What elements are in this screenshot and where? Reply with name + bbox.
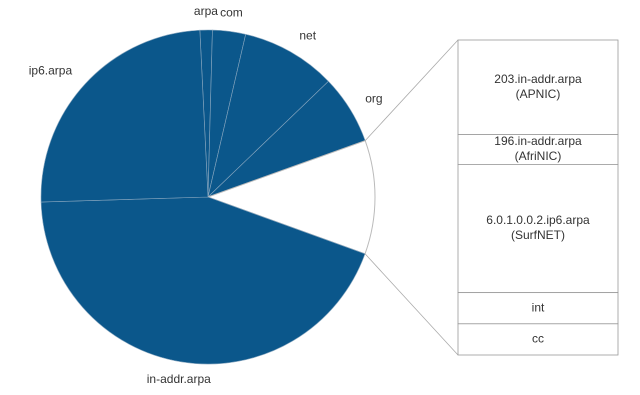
pie-slice — [40, 196, 366, 365]
bar-label: 196.in-addr.arpa — [494, 134, 582, 148]
connector — [364, 39, 459, 141]
bar-segment — [457, 323, 619, 356]
slice-label: net — [299, 28, 316, 42]
connector — [364, 253, 459, 356]
slice-label: org — [365, 92, 382, 106]
bar-label: cc — [532, 332, 544, 346]
pie-slice — [40, 29, 209, 203]
slice-label: in-addr.arpa — [147, 372, 211, 386]
slice-label: arpa — [194, 4, 218, 18]
slice-label: com — [220, 6, 243, 20]
bar-label: (SurfNET) — [511, 228, 565, 242]
slice-label: ip6.arpa — [29, 64, 73, 78]
pie-slice — [207, 33, 329, 198]
bar-label: 203.in-addr.arpa — [494, 72, 582, 86]
bar-label: int — [532, 300, 545, 314]
bar-label: (AfriNIC) — [515, 149, 562, 163]
bar-label: 6.0.1.0.0.2.ip6.arpa — [486, 213, 590, 227]
bar-label: (APNIC) — [516, 87, 561, 101]
pie-slice — [206, 140, 376, 255]
